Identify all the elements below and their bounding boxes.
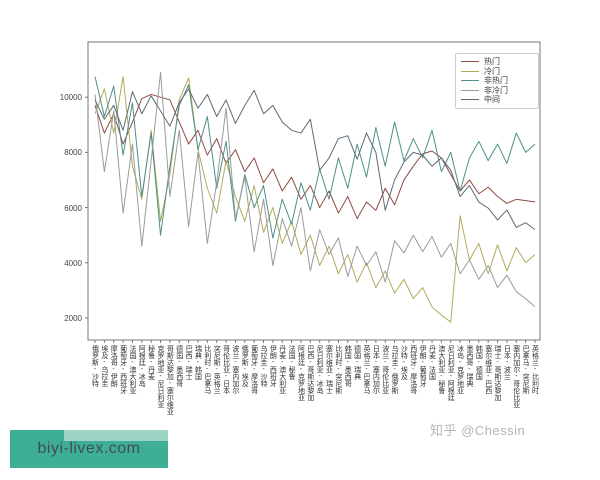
x-tick-label: 阿根廷-冰岛 <box>138 345 146 387</box>
x-tick-label: 巴拿马-突尼斯 <box>522 345 530 394</box>
x-tick-label: 英格兰-比利时 <box>531 345 539 394</box>
x-tick-label: 法国-秘鲁 <box>288 345 296 380</box>
x-tick-label: 俄罗斯-沙特 <box>91 345 99 387</box>
x-tick-label: 沙特-埃及 <box>400 345 408 380</box>
x-tick-label: 瑞典-韩国 <box>194 345 202 380</box>
legend-item: 中间 <box>461 95 532 105</box>
x-tick-label: 塞尔维亚-瑞士 <box>325 345 333 394</box>
x-tick-label: 塞尔维亚-巴西 <box>484 345 492 394</box>
x-tick-label: 韩国-墨西哥 <box>344 345 352 387</box>
legend-line-swatch <box>461 61 479 63</box>
x-tick-label: 埃及-乌拉圭 <box>100 345 108 387</box>
x-tick-label: 哥斯达黎加-塞尔维亚 <box>166 345 174 415</box>
x-tick-label: 乌拉圭-俄罗斯 <box>391 345 399 394</box>
legend-item: 非冷门 <box>461 86 532 96</box>
x-tick-label: 韩国-德国 <box>475 345 483 380</box>
y-tick-label: 10000 <box>59 93 82 103</box>
x-tick-label: 阿根廷-克罗地亚 <box>297 345 305 401</box>
x-tick-label: 哥伦比亚-日本 <box>222 345 230 394</box>
x-tick-label: 尼日利亚-阿根廷 <box>447 345 455 401</box>
chart-legend: 热门 冷门 非热门 非冷门 中间 <box>455 53 539 109</box>
x-tick-label: 摩洛哥-伊朗 <box>110 345 118 387</box>
x-tick-label: 日本-塞内加尔 <box>372 345 380 394</box>
x-tick-label: 乌拉圭-沙特 <box>260 345 267 387</box>
x-tick-label: 尼日利亚-冰岛 <box>316 345 324 394</box>
x-tick-label: 巴西-瑞士 <box>185 345 193 380</box>
x-tick-label: 波兰-哥伦比亚 <box>381 345 389 394</box>
x-tick-label: 德国-墨西哥 <box>175 345 183 387</box>
y-tick-label: 8000 <box>64 148 82 158</box>
x-tick-label: 丹麦-澳大利亚 <box>278 345 286 394</box>
x-tick-label: 比利时-巴拿马 <box>203 345 211 394</box>
x-tick-label: 丹麦-法国 <box>428 345 436 380</box>
y-tick-label: 4000 <box>64 258 82 268</box>
x-tick-label: 比利时-突尼斯 <box>334 345 342 394</box>
legend-label: 热门 <box>484 57 500 67</box>
x-tick-label: 俄罗斯-埃及 <box>241 345 249 387</box>
x-tick-label: 墨西哥-瑞典 <box>465 345 473 387</box>
x-tick-label: 克罗地亚-尼日利亚 <box>157 345 165 408</box>
brand-box-accent-strip <box>64 430 168 441</box>
x-tick-label: 巴西-哥斯达黎加 <box>306 345 314 401</box>
legend-label: 非热门 <box>484 76 508 86</box>
x-tick-label: 伊朗-西班牙 <box>269 345 277 387</box>
x-tick-label: 法国-澳大利亚 <box>128 345 136 394</box>
x-tick-label: 冰岛-克罗地亚 <box>456 345 464 394</box>
legend-item: 冷门 <box>461 67 532 77</box>
legend-label: 非冷门 <box>484 85 508 95</box>
legend-item: 热门 <box>461 57 532 67</box>
brand-watermark-box: biyi-livex.com <box>10 430 168 468</box>
series-line-冷门 <box>94 75 536 323</box>
x-tick-label: 葡萄牙-摩洛哥 <box>250 345 258 394</box>
legend-line-swatch <box>461 70 479 72</box>
legend-item: 非热门 <box>461 76 532 86</box>
x-tick-label: 波兰-塞内加尔 <box>231 345 239 394</box>
legend-line-swatch <box>461 99 479 101</box>
legend-label: 中间 <box>484 95 500 105</box>
x-tick-label: 日本-波兰 <box>503 345 511 380</box>
legend-line-swatch <box>461 80 479 82</box>
x-tick-label: 澳大利亚-秘鲁 <box>437 345 445 394</box>
x-tick-label: 英格兰-巴拿马 <box>362 345 370 394</box>
legend-label: 冷门 <box>484 66 500 76</box>
series-line-中间 <box>94 88 536 231</box>
legend-line-swatch <box>461 89 479 91</box>
x-tick-label: 突尼斯-英格兰 <box>213 345 221 394</box>
x-tick-label: 西班牙-摩洛哥 <box>409 345 417 394</box>
series-line-热门 <box>94 93 536 220</box>
y-tick-label: 2000 <box>64 313 82 323</box>
plot-frame <box>87 41 541 341</box>
y-tick-label: 6000 <box>64 203 82 213</box>
x-tick-label: 葡萄牙-西班牙 <box>119 345 127 394</box>
x-tick-label: 塞内加尔-哥伦比亚 <box>512 345 520 408</box>
series-line-非冷门 <box>94 71 536 308</box>
x-tick-label: 伊朗-葡萄牙 <box>419 345 427 387</box>
x-tick-label: 秘鲁-丹麦 <box>147 345 155 380</box>
x-tick-label: 德国-瑞典 <box>353 345 361 380</box>
zhihu-watermark: 知乎 @Chessin <box>430 423 526 438</box>
x-tick-label: 瑞士-哥斯达黎加 <box>494 345 502 401</box>
brand-watermark-text: biyi-livex.com <box>37 440 141 457</box>
